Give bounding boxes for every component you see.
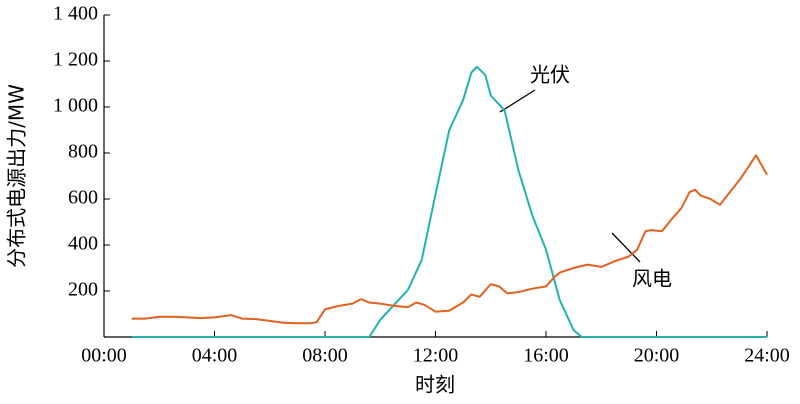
x-tick-label: 16:00 [523, 345, 569, 367]
y-tick-label: 600 [68, 187, 98, 209]
y-tick-label: 800 [68, 141, 98, 163]
series-label: 风电 [632, 267, 672, 291]
y-tick-label: 400 [68, 233, 98, 255]
leader-line [611, 232, 641, 263]
x-tick-label: 08:00 [302, 345, 348, 367]
y-tick-label: 1 000 [53, 95, 98, 117]
y-tick-label: 1 200 [53, 49, 98, 71]
x-tick-label: 04:00 [192, 345, 238, 367]
x-tick-label: 24:00 [744, 345, 790, 367]
y-tick-label: 1 400 [53, 3, 98, 25]
x-tick-label: 00:00 [81, 345, 127, 367]
x-axis-label: 时刻 [415, 373, 455, 397]
x-tick-label: 20:00 [634, 345, 680, 367]
y-tick-label: 200 [68, 279, 98, 301]
y-axis-label: 分布式电源出力/MW [5, 84, 29, 268]
series-line [131, 154, 768, 325]
leader-line [499, 89, 536, 113]
x-tick-label: 12:00 [413, 345, 459, 367]
series-label: 光伏 [530, 63, 570, 87]
series-line [131, 65, 767, 338]
